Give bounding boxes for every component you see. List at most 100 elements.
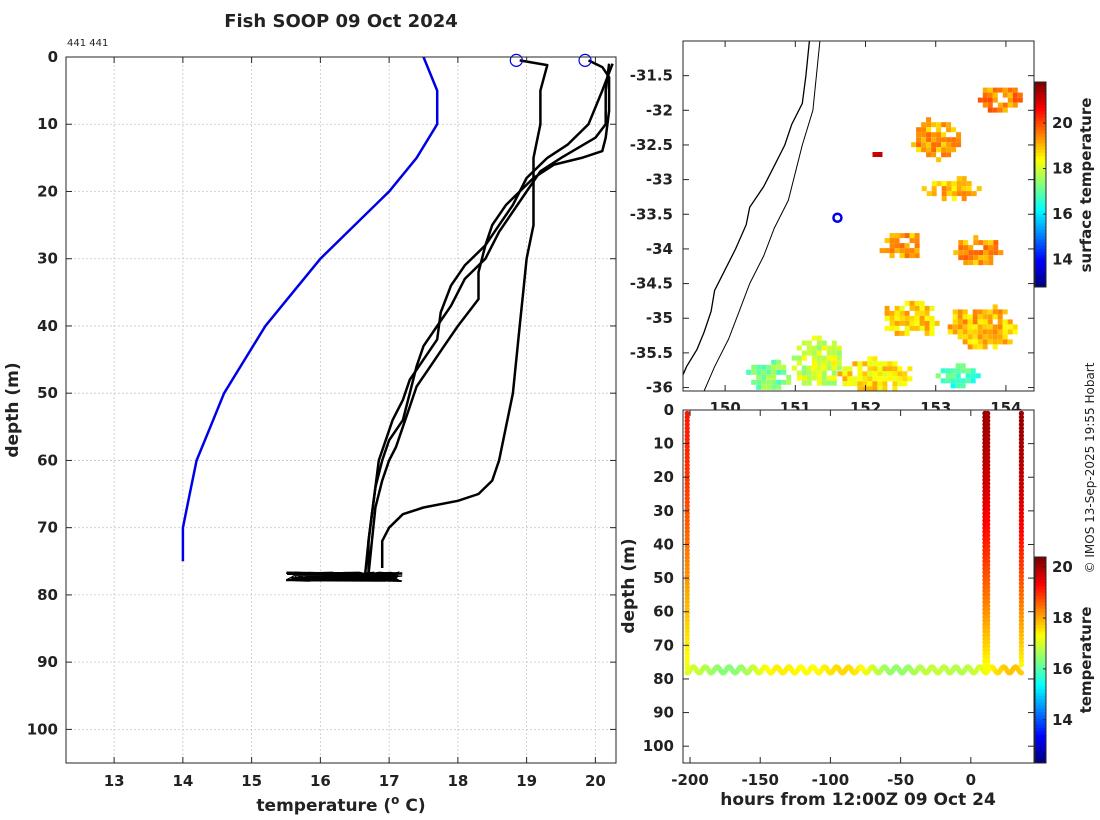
cast-sample [1018,573,1024,579]
sst-pixel [916,147,922,153]
sst-pixel [919,315,925,321]
sst-pixel [1002,334,1008,340]
timeseries-colorbar-swatch [1035,611,1046,616]
sst-pixel [826,365,832,371]
sst-pixel [897,381,903,387]
sst-pixel [877,381,883,387]
sst-pixel [987,339,993,345]
profile-axes-box [65,56,617,764]
cast-sample [1018,492,1024,498]
cast-sample [985,584,991,590]
profile-ytick-label: 70 [37,519,58,537]
cast-sample [684,469,690,476]
sst-pixel [821,355,827,361]
cast-sample [684,447,690,453]
sst-pixel [889,248,895,254]
sst-pixel [796,345,802,351]
sst-pixel [801,355,807,361]
timeseries-colorbar-label: temperature [1077,607,1095,714]
timeseries-colorbar-swatch [1035,705,1046,709]
timeseries-ytick-label: 20 [653,468,674,486]
sst-pixel [1002,107,1008,113]
sst-pixel [968,245,974,251]
sst-pixel [791,355,797,361]
profile-ytick-label: 30 [37,250,58,268]
sst-pixel [929,305,935,311]
sst-pixel [761,364,767,370]
map-colorbar-frame [1034,81,1047,288]
timeseries-colorbar-swatch [1035,679,1046,684]
sst-pixel [982,339,988,345]
sst-pixel [806,380,812,386]
sst-pixel [987,329,993,335]
sst-pixel [936,122,942,128]
sst-pixel [941,132,947,138]
cast-sample [684,599,690,605]
cast-sample [684,595,690,601]
cast-sample [1018,484,1024,490]
cast-sample [985,651,991,657]
sst-pixel [1007,92,1013,98]
sst-pixel [967,319,973,325]
sst-pixel [796,355,802,361]
sst-pixel [826,350,832,356]
cast-sample [985,444,991,450]
sst-pixel [936,142,942,148]
sst-pixel [921,127,927,133]
profile-line [380,59,549,568]
sst-pixel [862,386,868,391]
copyright-label: © IMOS 13-Sep-2025 19:55 Hobart [1083,362,1097,573]
sst-pixel [973,235,979,241]
map-colorbar-swatch [1035,130,1046,134]
sst-pixel [1007,87,1013,93]
sst-pixel [899,310,905,316]
sst-pixel [956,137,962,143]
timeseries-colorbar-swatch [1035,714,1046,719]
timeseries-colorbar-swatch [1035,631,1046,635]
sst-pixel [962,324,968,330]
sst-pixel [892,366,898,372]
sst-pixel [771,369,777,375]
sst-pixel [781,369,787,375]
timeseries-colorbar-swatch [1035,566,1046,571]
sst-pixel [936,132,942,138]
cast-sample [985,481,991,487]
cast-sample [684,636,690,642]
map-colorbar-swatch [1035,94,1046,99]
timeseries-ytick-label: 70 [653,636,674,654]
sst-pixel [836,360,842,366]
timeseries-colorbar-swatch [1035,740,1046,745]
sst-pixel [894,305,900,311]
cast-sample [684,410,690,416]
sst-pixel [867,371,873,377]
sst-pixel [811,370,817,376]
sst-pixel [972,334,978,340]
sst-pixel [776,379,782,385]
cast-sample [1018,469,1024,476]
timeseries-colorbar-swatch [1035,730,1046,735]
sst-pixel [1007,324,1013,330]
sst-pixel [975,373,981,379]
cast-sample [985,429,991,435]
map-content [683,41,1023,391]
sst-pixel [956,186,962,192]
sst-pixel [936,181,942,187]
profile-start-marker [509,53,523,67]
sst-pixel [921,132,927,138]
sst-pixel [887,366,893,372]
map-colorbar-swatch [1035,283,1046,288]
cast-sample [684,466,690,472]
profile-xtick-label: 16 [310,772,331,790]
sst-pixel [914,325,920,331]
timeseries-content [684,410,1024,676]
timeseries-colorbar-swatch [1035,589,1046,593]
cast-sample [1018,518,1024,524]
sst-pixel [771,384,777,390]
sst-pixel [929,320,935,326]
sst-pixel [946,127,952,133]
sst-pixel [950,378,956,384]
sst-pixel [821,380,827,386]
sst-pixel [766,384,772,390]
timeseries-colorbar-swatch [1035,608,1046,613]
sst-pixel [992,309,998,315]
